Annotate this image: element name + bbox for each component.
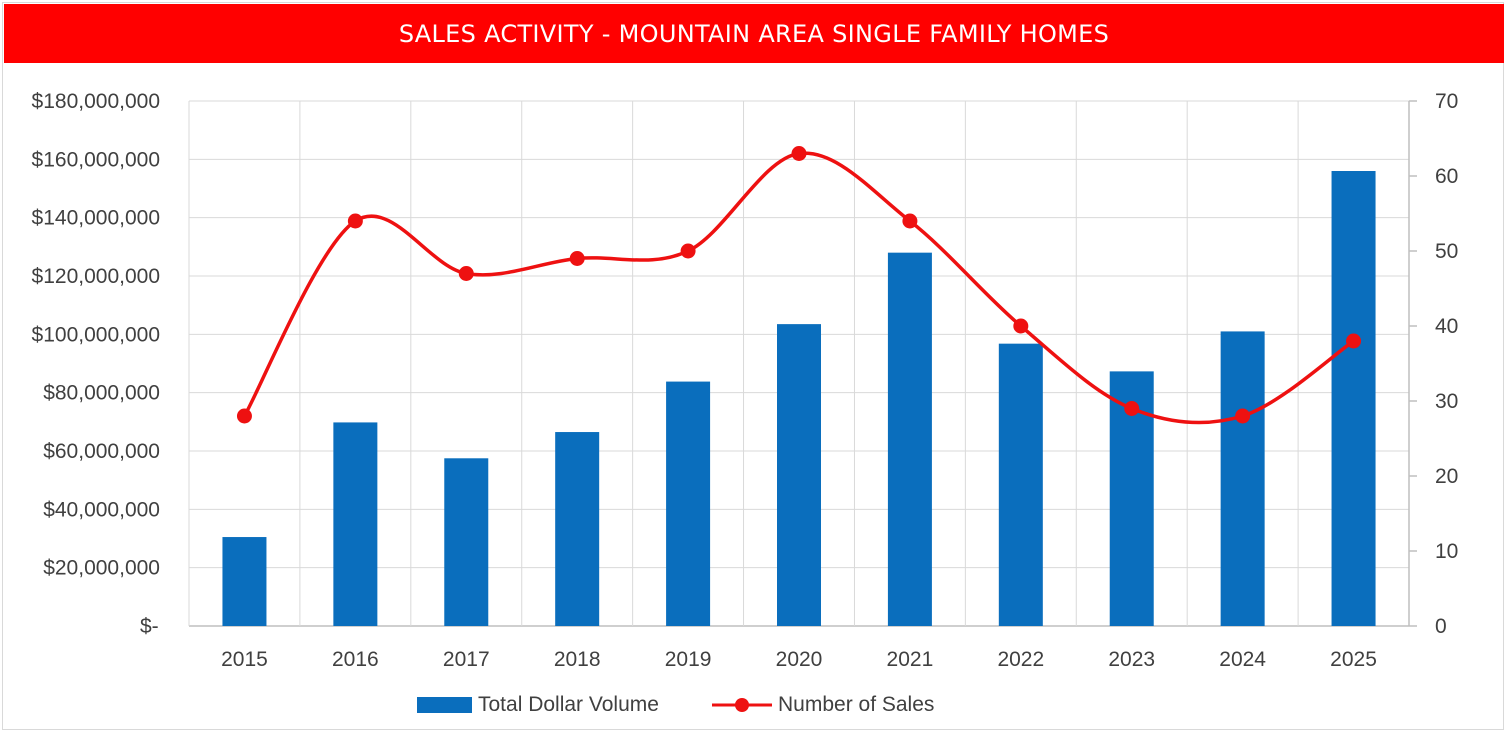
right-tick-label: 0 [1435,615,1447,638]
bar-2018 [555,432,599,626]
point-2017 [459,266,474,281]
x-axis: 2015 2016 2017 2018 2019 2020 2021 2022 2023 2024… [221,648,1377,671]
point-2020 [792,146,807,161]
x-tick-label: 2017 [443,648,490,671]
legend-line-label: Number of Sales [778,693,934,716]
x-tick-label: 2023 [1108,648,1155,671]
point-2015 [237,409,252,424]
left-tick-label: $100,000,000 [32,323,160,346]
point-2023 [1124,401,1139,416]
left-tick-label: $40,000,000 [43,498,160,521]
x-tick-label: 2016 [332,648,379,671]
x-tick-label: 2024 [1219,648,1266,671]
right-tick-label: 70 [1435,90,1458,113]
left-axis: $- $20,000,000 $40,000,000 $60,000,000 $80,0… [32,90,160,638]
bar-series [222,171,1375,626]
point-2016 [348,214,363,229]
right-tick-label: 30 [1435,390,1458,413]
point-2019 [681,244,696,259]
left-tick-label: $180,000,000 [32,90,160,113]
combo-chart: $- $20,000,000 $40,000,000 $60,000,000 $80,0… [0,0,1508,734]
bar-2025 [1332,171,1376,626]
bar-2024 [1221,331,1265,626]
left-tick-label: $60,000,000 [43,440,160,463]
right-tick-label: 50 [1435,240,1458,263]
legend: Total Dollar Volume Number of Sales [417,693,934,716]
bar-2016 [333,422,377,626]
bar-2022 [999,344,1043,626]
point-2018 [570,251,585,266]
left-tick-label: $160,000,000 [32,148,160,171]
left-tick-label: $120,000,000 [32,265,160,288]
left-tick-label: $140,000,000 [32,207,160,230]
right-tick-label: 20 [1435,465,1458,488]
left-tick-label: $80,000,000 [43,382,160,405]
legend-line-marker [735,698,749,712]
bar-2017 [444,458,488,626]
bar-2019 [666,382,710,626]
right-axis: 0 10 20 30 40 50 60 70 [1409,90,1458,638]
point-2025 [1346,334,1361,349]
bar-2020 [777,324,821,626]
x-tick-label: 2022 [997,648,1044,671]
legend-bar-swatch [417,697,472,713]
bar-2021 [888,253,932,626]
point-2024 [1235,409,1250,424]
left-tick-label: $- [140,615,159,638]
x-tick-label: 2025 [1330,648,1377,671]
right-tick-label: 40 [1435,315,1458,338]
right-tick-label: 60 [1435,165,1458,188]
right-tick-label: 10 [1435,540,1458,563]
point-2022 [1013,319,1028,334]
left-tick-label: $20,000,000 [43,557,160,580]
x-tick-label: 2020 [776,648,823,671]
x-tick-label: 2018 [554,648,601,671]
point-2021 [902,214,917,229]
x-tick-label: 2015 [221,648,268,671]
x-tick-label: 2021 [887,648,934,671]
x-tick-label: 2019 [665,648,712,671]
legend-bar-label: Total Dollar Volume [478,693,659,716]
bar-2015 [222,537,266,626]
